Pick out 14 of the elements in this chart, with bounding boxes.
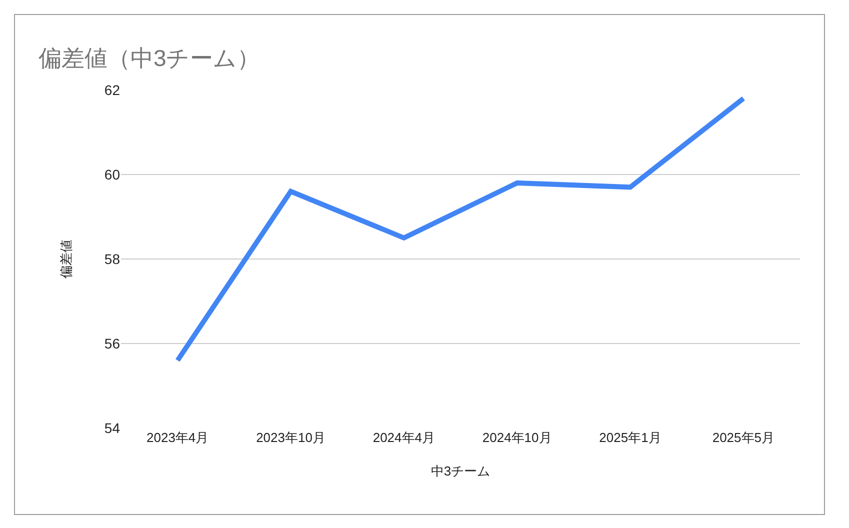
- y-tick-label: 62: [104, 82, 120, 98]
- chart-title: 偏差値（中3チーム）: [38, 45, 260, 72]
- x-tick-label: 2025年5月: [712, 430, 774, 445]
- y-tick-label: 60: [104, 166, 120, 182]
- y-tick-label: 56: [104, 335, 120, 352]
- y-tick-label: 54: [104, 420, 120, 436]
- x-tick-label: 2025年1月: [599, 430, 662, 445]
- x-tick-label: 2024年10月: [482, 430, 552, 445]
- y-axis-title: 偏差値: [58, 240, 74, 278]
- x-axis-title: 中3チーム: [430, 464, 490, 479]
- x-tick-label: 2024年4月: [372, 430, 435, 445]
- x-tick-label: 2023年4月: [146, 430, 209, 445]
- y-tick-label: 58: [104, 250, 120, 267]
- x-tick-label: 2023年10月: [256, 430, 326, 445]
